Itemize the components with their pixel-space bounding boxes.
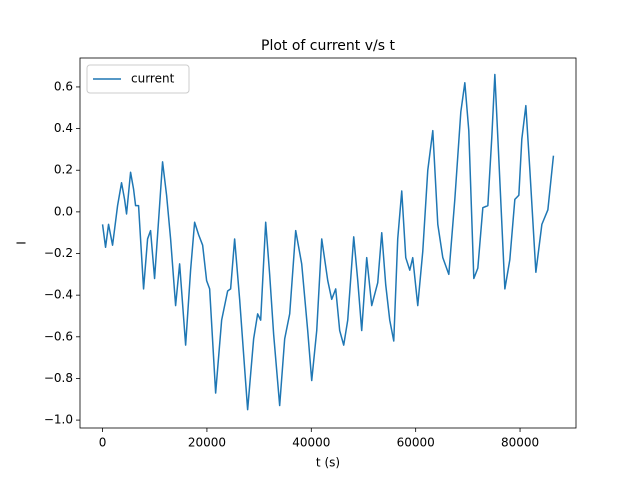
- chart-title: Plot of current v/s t: [261, 38, 395, 54]
- x-tick-label: 40000: [292, 436, 330, 450]
- data-line: [101, 73, 555, 411]
- y-tick-label: −0.2: [44, 246, 73, 260]
- x-tick-label: 60000: [397, 436, 435, 450]
- y-tick-label: −1.0: [44, 413, 73, 427]
- x-tick-label: 80000: [501, 436, 539, 450]
- y-tick-label: 0.4: [54, 121, 73, 135]
- y-tick-label: 0.2: [54, 163, 73, 177]
- y-tick-label: 0.0: [54, 204, 73, 218]
- x-axis-label: t (s): [316, 456, 340, 470]
- y-tick-label: 0.6: [54, 79, 73, 93]
- plot-frame: [79, 57, 577, 429]
- y-tick-label: −0.6: [44, 329, 73, 343]
- x-tick-label: 0: [99, 436, 107, 450]
- legend-label: current: [131, 72, 175, 86]
- y-axis-label: I: [15, 241, 29, 245]
- y-tick-label: −0.4: [44, 288, 73, 302]
- legend-box: [86, 64, 190, 94]
- y-tick-label: −0.8: [44, 371, 73, 385]
- x-tick-label: 20000: [188, 436, 226, 450]
